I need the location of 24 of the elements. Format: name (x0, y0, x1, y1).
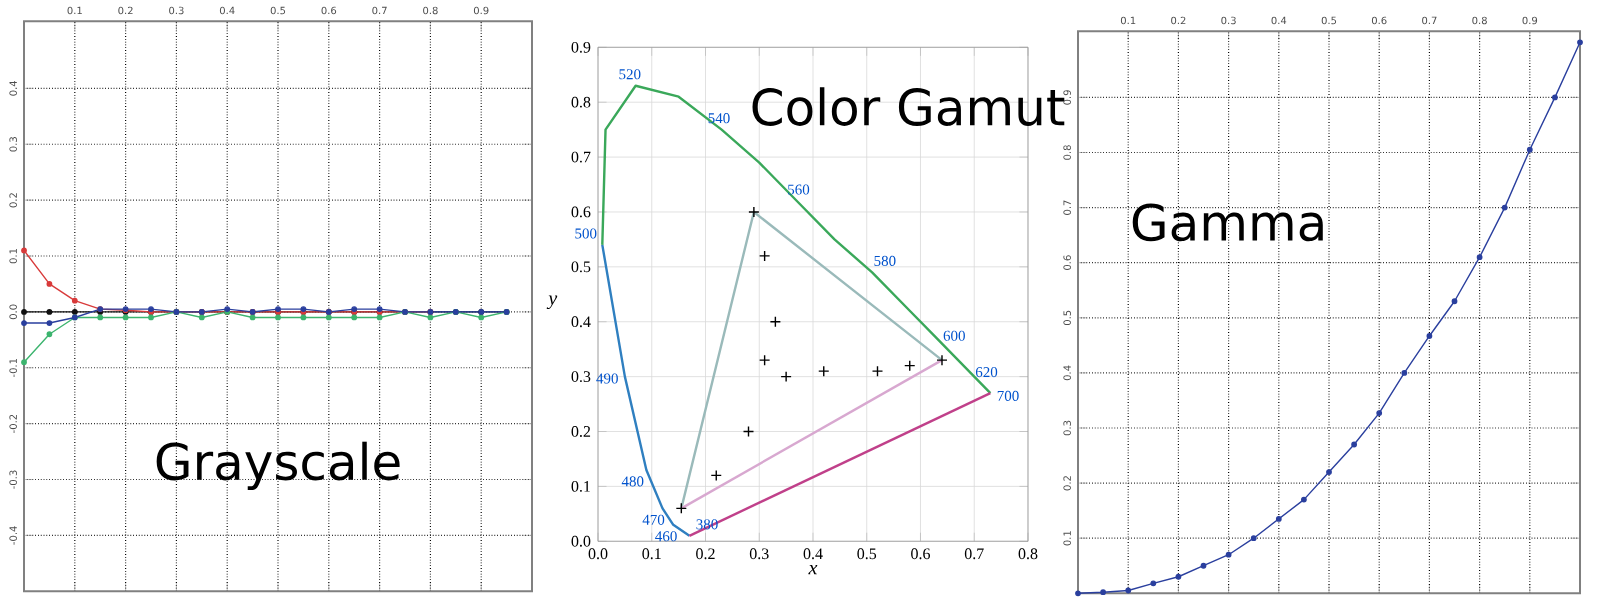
y-tick-label: 0.2 (571, 426, 591, 438)
y-tick-label: 0.5 (571, 261, 591, 273)
x-tick-label: 0.2 (696, 548, 715, 560)
x-tick-label: 0.0 (588, 548, 608, 560)
x-tick-label: 0.6 (911, 548, 931, 560)
y-tick-label: 0.3 (571, 371, 591, 383)
x-tick-label: 0.4 (803, 548, 823, 560)
x-tick-label: 0.7 (964, 548, 984, 560)
y-axis-title: y (546, 295, 558, 310)
y-tick-label: 0.7 (571, 152, 591, 163)
text: Gamma (1132, 203, 1323, 242)
y-tick-label: 0.9 (571, 42, 591, 54)
y-tick-label: 0.4 (571, 316, 591, 328)
y-tick-label: 0.0 (571, 536, 591, 548)
y-tick-label: 0.1 (571, 481, 590, 493)
x-tick-label: 0.3 (749, 548, 769, 560)
text: Grayscale (156, 442, 400, 491)
y-tick-label: 0.6 (571, 206, 591, 218)
x-tick-label: 0.5 (857, 548, 877, 560)
x-axis-title: x (808, 565, 818, 575)
y-tick-label: 0.8 (571, 97, 591, 108)
x-tick-label: 0.8 (1018, 548, 1038, 560)
x-tick-label: 0.1 (642, 548, 661, 560)
text: Color Gamut (752, 87, 1065, 127)
